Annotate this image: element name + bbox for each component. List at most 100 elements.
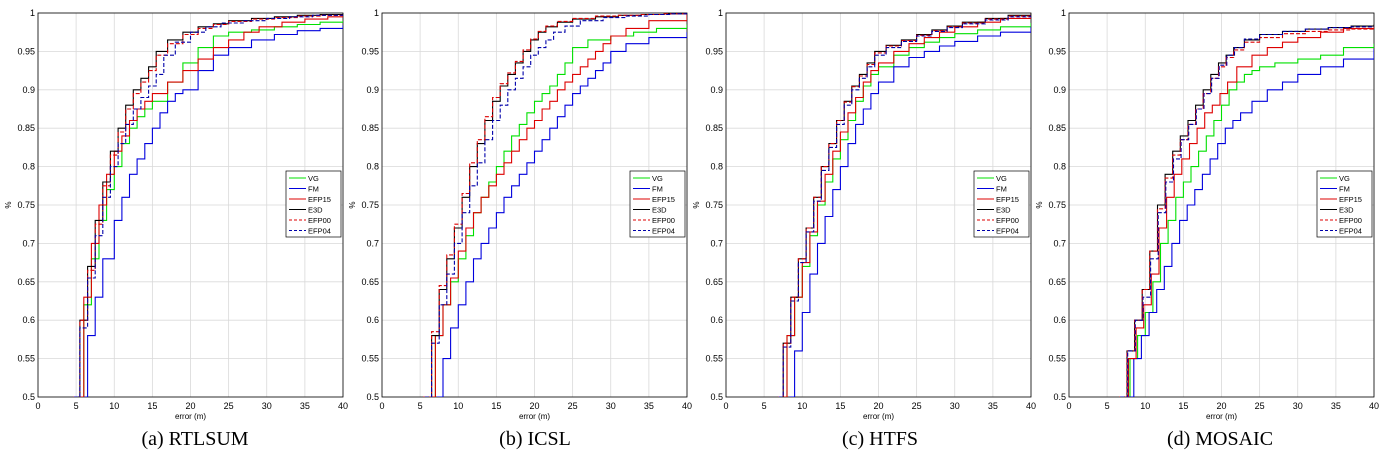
axes-frame — [381, 12, 688, 398]
axes-frame — [37, 12, 344, 398]
caption-c: (c) HTFS — [730, 428, 1030, 451]
y-tick-label: 0.7 — [366, 238, 379, 248]
x-tick-label: 35 — [644, 401, 654, 411]
x-tick-label: 5 — [74, 401, 79, 411]
y-tick-label: 1 — [30, 8, 35, 18]
series-line-fm — [789, 26, 1031, 397]
series-line-efp00 — [423, 13, 687, 397]
legend-label-e3d: E3D — [996, 206, 1011, 215]
x-tick-label: 5 — [1105, 401, 1110, 411]
series-line-efp04 — [424, 13, 687, 397]
y-tick-label: 0.6 — [1053, 315, 1066, 325]
y-tick-label: 0.95 — [17, 46, 35, 56]
series-line-fm — [436, 32, 687, 397]
x-tick-label: 15 — [835, 401, 845, 411]
y-tick-label: 0.65 — [361, 277, 379, 287]
legend-box — [973, 170, 1030, 238]
legend-label-efp04: EFP04 — [996, 227, 1019, 236]
x-tick-label: 5 — [418, 401, 423, 411]
y-tick-label: 0.5 — [710, 392, 723, 402]
y-tick-label: 0.95 — [1048, 46, 1066, 56]
legend-label-e3d: E3D — [308, 206, 323, 215]
x-tick-label: 35 — [1331, 401, 1341, 411]
y-tick-label: 0.5 — [1053, 392, 1066, 402]
legend-label-vg: VG — [996, 174, 1007, 183]
legend-label-efp00: EFP00 — [1339, 216, 1362, 225]
legend-label-fm: FM — [1339, 185, 1350, 194]
x-tick-label: 25 — [1255, 401, 1265, 411]
legend-label-fm: FM — [308, 185, 319, 194]
legend-box — [285, 170, 342, 238]
y-tick-label: 1 — [1061, 8, 1066, 18]
x-axis-label: error (m) — [1206, 412, 1237, 421]
x-tick-label: 15 — [491, 401, 501, 411]
x-tick-label: 35 — [300, 401, 310, 411]
x-tick-label: 0 — [723, 401, 728, 411]
x-tick-label: 20 — [529, 401, 539, 411]
legend-box — [629, 170, 686, 238]
y-tick-label: 0.55 — [705, 354, 723, 364]
caption-a: (a) RTLSUM — [45, 428, 345, 451]
caption-b: (b) ICSL — [385, 428, 685, 451]
x-tick-label: 20 — [185, 401, 195, 411]
x-tick-label: 30 — [606, 401, 616, 411]
x-tick-label: 15 — [147, 401, 157, 411]
legend-label-vg: VG — [1339, 174, 1350, 183]
y-tick-label: 1 — [374, 8, 379, 18]
x-tick-label: 25 — [568, 401, 578, 411]
series-line-vg — [779, 23, 1031, 397]
caption-d: (d) MOSAIC — [1070, 428, 1370, 451]
caption-label: (a) RTLSUM — [141, 428, 249, 450]
x-tick-label: 0 — [35, 401, 40, 411]
y-tick-label: 0.55 — [17, 354, 35, 364]
x-tick-label: 10 — [797, 401, 807, 411]
y-tick-label: 1 — [718, 8, 723, 18]
y-tick-label: 0.85 — [1048, 123, 1066, 133]
legend-label-fm: FM — [652, 185, 663, 194]
y-tick-label: 0.95 — [361, 46, 379, 56]
legend-label-efp00: EFP00 — [308, 216, 331, 225]
y-tick-label: 0.65 — [705, 277, 723, 287]
x-tick-label: 30 — [950, 401, 960, 411]
legend-label-efp04: EFP04 — [652, 227, 675, 236]
axes-frame — [725, 12, 1032, 398]
chart-panel-0: 0 5 10 15 20 25 30 35 40 0.5 0.55 0.6 0.65 0.7 0.75 0.8… — [4, 8, 348, 421]
legend-label-efp15: EFP15 — [308, 195, 331, 204]
x-tick-label: 40 — [682, 401, 692, 411]
series-line-efp04 — [73, 14, 343, 397]
x-tick-label: 30 — [262, 401, 272, 411]
y-tick-label: 0.55 — [1048, 354, 1066, 364]
y-tick-label: 0.8 — [22, 162, 35, 172]
y-tick-label: 0.75 — [17, 200, 35, 210]
y-tick-label: 0.6 — [366, 315, 379, 325]
series-line-efp15 — [73, 15, 343, 397]
series-line-efp00 — [1119, 28, 1374, 397]
y-axis-label: % — [692, 201, 701, 208]
y-tick-label: 0.55 — [361, 354, 379, 364]
x-axis-label: error (m) — [175, 412, 206, 421]
caption-label: (d) MOSAIC — [1166, 428, 1274, 450]
series-line-efp15 — [779, 15, 1031, 397]
legend-label-efp04: EFP04 — [1339, 227, 1362, 236]
chart-panel-1: 0 5 10 15 20 25 30 35 40 0.5 0.55 0.6 0.65 0.7 0.75 0.8… — [348, 8, 692, 421]
y-tick-label: 0.75 — [705, 200, 723, 210]
y-tick-label: 0.85 — [17, 123, 35, 133]
series-line-vg — [1122, 43, 1374, 397]
legend-label-e3d: E3D — [652, 206, 667, 215]
chart-panel-3: 0 5 10 15 20 25 30 35 40 0.5 0.55 0.6 0.65 0.7 0.75 0.8… — [1035, 8, 1379, 421]
series-line-efp04 — [778, 13, 1031, 397]
legend-label-efp00: EFP00 — [652, 216, 675, 225]
y-tick-label: 0.85 — [361, 123, 379, 133]
y-tick-label: 0.9 — [22, 85, 35, 95]
y-tick-label: 0.8 — [366, 162, 379, 172]
x-tick-label: 40 — [1369, 401, 1379, 411]
chart-panel-2: 0 5 10 15 20 25 30 35 40 0.5 0.55 0.6 0.65 0.7 0.75 0.8… — [692, 8, 1036, 421]
y-tick-label: 0.6 — [710, 315, 723, 325]
x-tick-label: 30 — [1293, 401, 1303, 411]
y-tick-label: 0.7 — [710, 238, 723, 248]
series-line-efp04 — [1120, 26, 1374, 397]
y-axis-label: % — [348, 201, 357, 208]
y-tick-label: 0.9 — [366, 85, 379, 95]
y-axis-label: % — [4, 201, 13, 208]
